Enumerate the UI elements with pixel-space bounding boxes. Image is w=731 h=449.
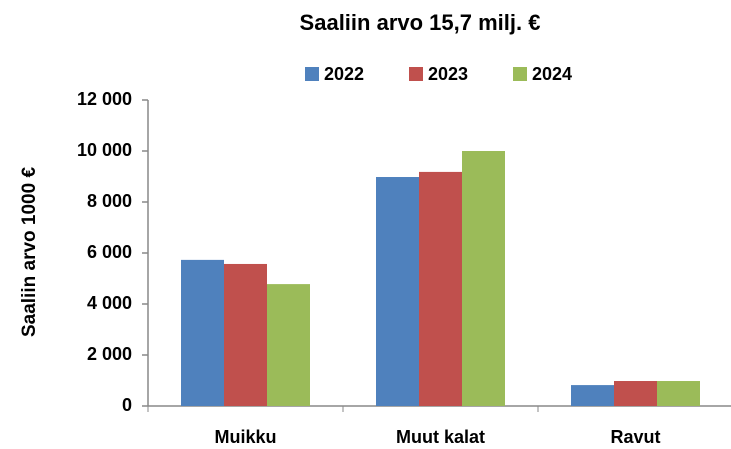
bar <box>181 259 224 406</box>
y-tick-label: 2 000 <box>87 344 132 364</box>
y-tick-label: 0 <box>122 395 132 415</box>
y-tick-label: 8 000 <box>87 191 132 211</box>
y-tick-label: 10 000 <box>77 140 132 160</box>
bar <box>376 177 419 406</box>
bar <box>657 381 700 406</box>
chart-title: Saaliin arvo 15,7 milj. € <box>300 10 541 35</box>
legend-swatch <box>513 67 527 81</box>
y-axis-label: Saaliin arvo 1000 € <box>19 167 40 337</box>
legend-label: 2023 <box>428 64 468 84</box>
x-tick-label: Muikku <box>214 427 276 447</box>
legend-swatch <box>409 67 423 81</box>
y-tick-label: 12 000 <box>77 89 132 109</box>
bar <box>614 381 657 406</box>
bar <box>224 263 267 406</box>
bar <box>419 171 462 406</box>
legend-label: 2024 <box>532 64 572 84</box>
x-tick-label: Ravut <box>610 427 660 447</box>
x-tick-label: Muut kalat <box>396 427 485 447</box>
bar <box>462 151 505 406</box>
y-tick-label: 4 000 <box>87 293 132 313</box>
legend-label: 2022 <box>324 64 364 84</box>
legend-swatch <box>305 67 319 81</box>
y-tick-label: 6 000 <box>87 242 132 262</box>
bar <box>571 385 614 406</box>
bar <box>267 284 310 406</box>
